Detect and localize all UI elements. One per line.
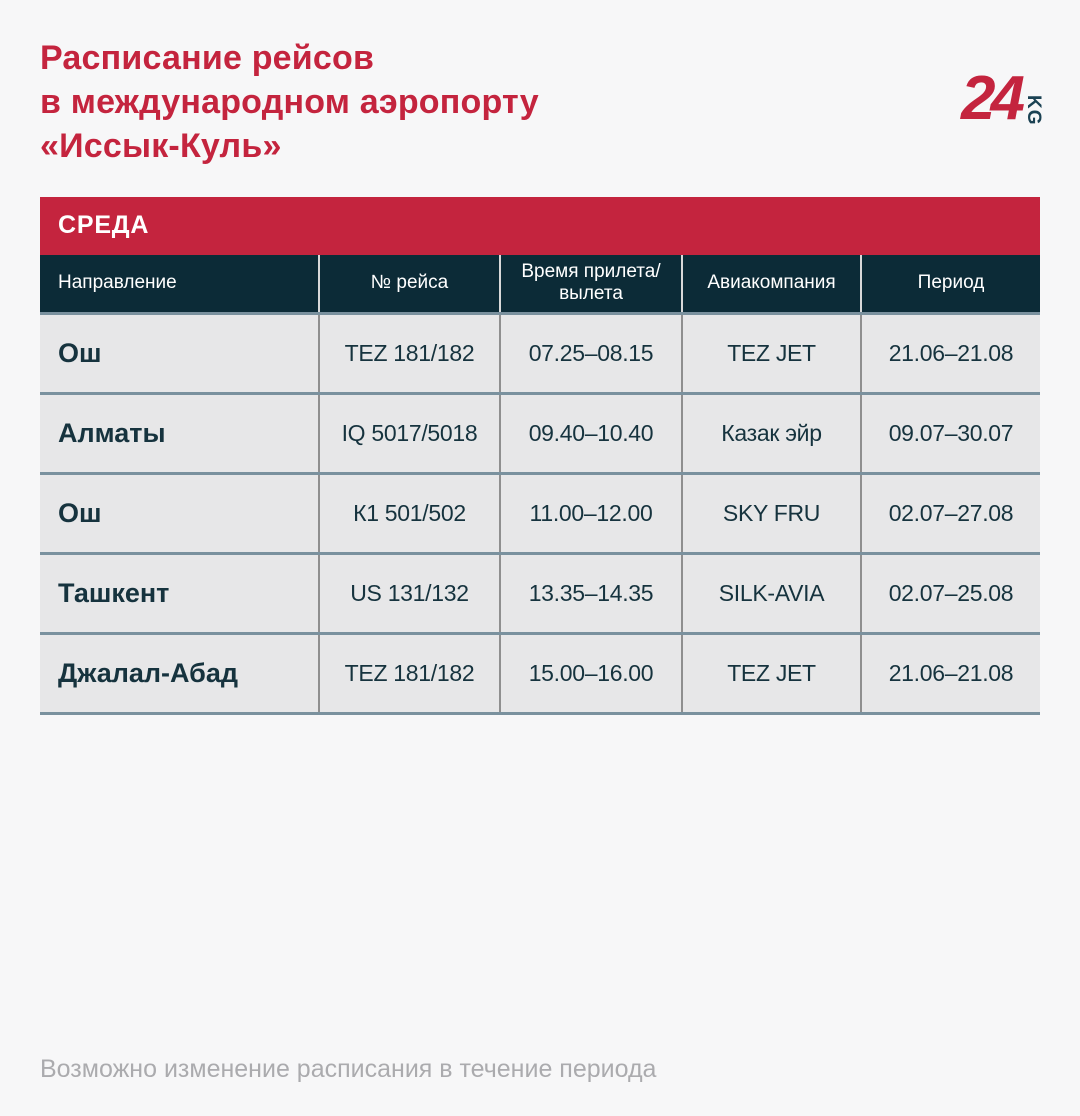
- table-row: Ош К1 501/502 11.00–12.00 SKY FRU 02.07–…: [40, 471, 1040, 552]
- cell-airline: Казак эйр: [681, 394, 860, 472]
- cell-period: 02.07–27.08: [860, 474, 1040, 552]
- cell-period: 02.07–25.08: [860, 554, 1040, 632]
- cell-flight-number: К1 501/502: [318, 474, 499, 552]
- cell-time: 15.00–16.00: [499, 634, 681, 712]
- cell-period: 21.06–21.08: [860, 314, 1040, 392]
- column-header-flight-number: № рейса: [318, 254, 499, 312]
- table-row: Алматы IQ 5017/5018 09.40–10.40 Казак эй…: [40, 391, 1040, 472]
- column-header-destination: Направление: [58, 272, 177, 294]
- cell-destination: Алматы: [58, 417, 166, 448]
- cell-time: 09.40–10.40: [499, 394, 681, 472]
- logo-kg-suffix: KG: [1023, 94, 1044, 126]
- footer-disclaimer: Возможно изменение расписания в течение …: [40, 1055, 657, 1083]
- cell-destination: Ош: [58, 337, 102, 368]
- column-header-period: Период: [860, 254, 1040, 312]
- cell-destination: Ош: [58, 497, 102, 528]
- cell-time: 13.35–14.35: [499, 554, 681, 632]
- table-header-row: Направление № рейса Время прилета/ вылет…: [40, 254, 1040, 312]
- logo-24kg: 24 KG: [961, 64, 1044, 133]
- column-header-airline: Авиакомпания: [681, 254, 860, 312]
- cell-period: 21.06–21.08: [860, 634, 1040, 712]
- flight-schedule-table: Направление № рейса Время прилета/ вылет…: [40, 254, 1040, 715]
- cell-airline: TEZ JET: [681, 314, 860, 392]
- cell-destination: Ташкент: [58, 577, 170, 608]
- cell-time: 11.00–12.00: [499, 474, 681, 552]
- cell-flight-number: IQ 5017/5018: [318, 394, 499, 472]
- cell-destination: Джалал-Абад: [58, 657, 239, 688]
- page-title: Расписание рейсов в международном аэропо…: [40, 39, 539, 166]
- cell-flight-number: TEZ 181/182: [318, 634, 499, 712]
- logo-24-number: 24: [961, 64, 1025, 133]
- cell-airline: SKY FRU: [681, 474, 860, 552]
- day-banner: СРЕДА: [40, 196, 1040, 255]
- cell-flight-number: US 131/132: [318, 554, 499, 632]
- cell-time: 07.25–08.15: [499, 314, 681, 392]
- table-row: Ош TEZ 181/182 07.25–08.15 TEZ JET 21.06…: [40, 311, 1040, 392]
- cell-airline: SILK-AVIA: [681, 554, 860, 632]
- table-row: Ташкент US 131/132 13.35–14.35 SILK-AVIA…: [40, 551, 1040, 632]
- column-header-time: Время прилета/ вылета: [499, 254, 681, 312]
- cell-flight-number: TEZ 181/182: [318, 314, 499, 392]
- cell-period: 09.07–30.07: [860, 394, 1040, 472]
- table-row: Джалал-Абад TEZ 181/182 15.00–16.00 TEZ …: [40, 631, 1040, 712]
- day-banner-label: СРЕДА: [58, 211, 150, 240]
- page-content: Расписание рейсов в международном аэропо…: [0, 36, 1080, 715]
- cell-airline: TEZ JET: [681, 634, 860, 712]
